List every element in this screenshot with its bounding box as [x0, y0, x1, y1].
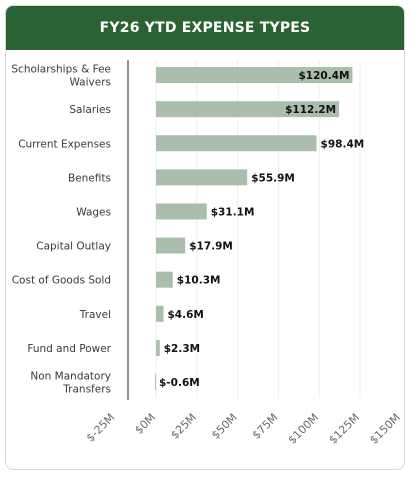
x-tick-label: $125M: [326, 411, 362, 447]
category-label-line: Capital Outlay: [36, 241, 111, 253]
category-label-line: Non Mandatory: [30, 370, 111, 382]
data-label: $120.4M: [298, 70, 349, 82]
category-label: Scholarships & Fee Waivers: [11, 64, 111, 89]
bar[interactable]: [156, 101, 340, 118]
chart-title: FY26 YTD EXPENSE TYPES: [99, 20, 311, 36]
category-label: Benefits: [68, 172, 111, 184]
data-label: $10.3M: [177, 275, 221, 287]
bar[interactable]: [156, 67, 353, 84]
bar[interactable]: [155, 373, 156, 390]
category-label-line: Scholarships & Fee: [11, 64, 111, 76]
x-tick-label: $0M: [132, 411, 158, 437]
data-label: $112.2M: [285, 104, 336, 116]
category-label: Wages: [76, 206, 111, 218]
category-label: Travel: [79, 309, 111, 321]
bar[interactable]: [156, 169, 248, 186]
bar[interactable]: [156, 203, 207, 220]
category-label: Current Expenses: [18, 138, 111, 150]
bar[interactable]: [156, 135, 317, 152]
data-label: $55.9M: [251, 172, 295, 184]
category-label-line: Waivers: [69, 77, 111, 89]
x-tick-label: $150M: [367, 411, 403, 447]
data-label: $98.4M: [321, 138, 365, 150]
category-label: Fund and Power: [27, 343, 111, 355]
bar[interactable]: [156, 339, 160, 356]
category-label: Salaries: [69, 104, 111, 116]
category-label-line: Wages: [76, 206, 111, 218]
category-label-line: Fund and Power: [27, 343, 111, 355]
data-label: $2.3M: [164, 343, 200, 355]
bar[interactable]: [156, 237, 186, 254]
category-label: Capital Outlay: [36, 241, 111, 253]
x-tick-label: $100M: [286, 411, 322, 447]
category-label-line: Benefits: [68, 172, 111, 184]
category-label-line: Travel: [79, 309, 111, 321]
chart-header: FY26 YTD EXPENSE TYPES: [6, 6, 404, 50]
category-label-line: Current Expenses: [18, 138, 111, 150]
data-label: $4.6M: [168, 309, 204, 321]
category-label-line: Salaries: [69, 104, 111, 116]
x-tick-label: $50M: [209, 411, 240, 442]
data-label: $17.9M: [189, 241, 233, 253]
bar[interactable]: [156, 305, 164, 322]
x-tick-label: $-25M: [84, 411, 118, 445]
data-label: $-0.6M: [159, 377, 200, 389]
category-label: Non Mandatory Transfers: [30, 370, 111, 395]
category-label-line: Transfers: [62, 383, 111, 395]
category-label-line: Cost of Goods Sold: [12, 275, 111, 287]
x-tick-label: $25M: [168, 411, 199, 442]
data-label: $31.1M: [211, 206, 255, 218]
x-tick-label: $75M: [250, 411, 281, 442]
category-label: Cost of Goods Sold: [12, 275, 111, 287]
bar[interactable]: [156, 271, 173, 288]
